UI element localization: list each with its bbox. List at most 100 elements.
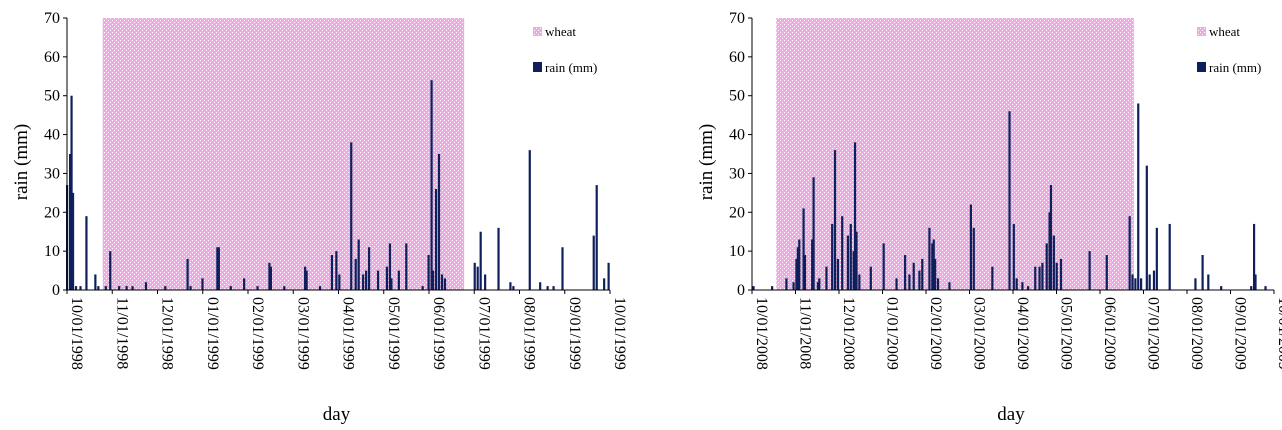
y-tick-label: 50 bbox=[44, 88, 60, 105]
x-tick-label: 04/01/1999 bbox=[340, 297, 357, 370]
rain-bar bbox=[853, 142, 857, 290]
x-tick-label: 11/01/2008 bbox=[797, 297, 814, 369]
rain-bar bbox=[802, 208, 805, 290]
rain-bar bbox=[1131, 274, 1134, 290]
rain-bar bbox=[427, 255, 430, 290]
rain-bar bbox=[752, 286, 755, 290]
rain-bar bbox=[904, 255, 907, 290]
rain-bar bbox=[1201, 255, 1204, 290]
rain-bar bbox=[268, 262, 271, 290]
rain-bar bbox=[1055, 262, 1058, 290]
rain-bar bbox=[1049, 185, 1053, 290]
rain-bar bbox=[330, 255, 334, 290]
rain-bar bbox=[803, 255, 807, 290]
rain-bar bbox=[792, 282, 795, 290]
x-tick-label: 02/01/1999 bbox=[249, 297, 266, 370]
chart-svg: 0 10 20 30 40 50 60 70 10/01/2008 11/01/2008 12/01… bbox=[696, 10, 1282, 425]
y-axis-title: rain (mm) bbox=[11, 124, 32, 201]
x-tick-label: 02/01/2009 bbox=[927, 297, 944, 370]
rain-bar bbox=[201, 278, 204, 290]
rain-bar bbox=[1139, 278, 1143, 290]
x-tick-label: 06/01/2009 bbox=[1101, 297, 1118, 370]
x-tick-label: 05/01/1999 bbox=[385, 297, 402, 370]
rain-bar bbox=[528, 150, 531, 290]
rain-bar bbox=[785, 278, 788, 290]
rain-bar bbox=[1034, 266, 1037, 290]
rain-bar bbox=[1134, 278, 1137, 290]
rain-bar bbox=[595, 185, 598, 290]
y-tick-label: 50 bbox=[729, 88, 745, 105]
rain-bar bbox=[144, 282, 148, 290]
rain-bar bbox=[1264, 286, 1267, 290]
rain-bar bbox=[243, 278, 246, 290]
rain-bar bbox=[109, 251, 112, 290]
rain-bar bbox=[1008, 111, 1011, 290]
rain-bar bbox=[338, 274, 341, 290]
rain-bar bbox=[1250, 286, 1253, 290]
rain-bar bbox=[972, 227, 975, 290]
rain-bar bbox=[561, 247, 564, 290]
x-tick-label: 10/01/2008 bbox=[753, 297, 770, 370]
y-tick-label: 0 bbox=[52, 282, 60, 299]
rain-chart-1998-1999: 0 10 20 30 40 50 60 70 10/01/1998 11/01/1998 12/01… bbox=[0, 0, 640, 430]
rain-bar bbox=[818, 278, 821, 290]
rain-bar bbox=[79, 286, 82, 290]
rain-bar bbox=[335, 251, 338, 290]
rain-bar bbox=[256, 286, 259, 290]
rain-bar bbox=[796, 247, 799, 290]
rain-bar bbox=[440, 274, 444, 290]
rain-bar bbox=[552, 286, 555, 290]
x-tick-label: 07/01/1999 bbox=[475, 297, 492, 370]
rain-bar bbox=[1021, 282, 1024, 290]
x-tick-label: 07/01/2009 bbox=[1145, 297, 1162, 370]
rain-bar bbox=[70, 95, 73, 290]
x-tick-label: 03/01/1999 bbox=[294, 297, 311, 370]
rain-bar bbox=[771, 286, 774, 290]
rain-bar bbox=[948, 282, 951, 290]
rain-bar bbox=[833, 150, 837, 290]
rain-chart-2008-2009: 0 10 20 30 40 50 60 70 10/01/2008 11/01/2008 12/01… bbox=[640, 0, 1282, 430]
rain-bar bbox=[1152, 270, 1156, 290]
rain-bar bbox=[1038, 266, 1041, 290]
rain-bar bbox=[68, 154, 72, 290]
x-tick-label: 06/01/1999 bbox=[430, 297, 447, 370]
rain-bar bbox=[509, 282, 512, 290]
rain-bar bbox=[908, 274, 911, 290]
rain-bar bbox=[283, 286, 286, 290]
rain-bar bbox=[484, 274, 487, 290]
rain-bar bbox=[357, 239, 360, 290]
rain-bar bbox=[74, 286, 78, 290]
rain-bar bbox=[1155, 227, 1158, 290]
rain-bar bbox=[385, 266, 389, 290]
rain-bar bbox=[1145, 165, 1148, 290]
legend-rain-swatch bbox=[1197, 62, 1206, 72]
rain-bar bbox=[969, 204, 973, 290]
rain-bar bbox=[497, 227, 500, 290]
x-tick-label: 12/01/2008 bbox=[840, 297, 857, 370]
x-tick-label: 03/01/2009 bbox=[971, 297, 988, 370]
rain-bar bbox=[1194, 278, 1197, 290]
rain-bar bbox=[405, 243, 408, 290]
rain-bar bbox=[1059, 258, 1063, 290]
rain-bar bbox=[217, 247, 220, 290]
rain-bar bbox=[189, 286, 192, 290]
rain-bar bbox=[1012, 223, 1015, 290]
rain-bar bbox=[186, 258, 189, 290]
rain-bar bbox=[931, 243, 934, 290]
x-tick-label: 10/01/1999 bbox=[611, 297, 628, 370]
rain-bar bbox=[131, 286, 134, 290]
rain-bar bbox=[362, 274, 365, 290]
rain-bar bbox=[1220, 286, 1223, 290]
rain-bar bbox=[1207, 274, 1210, 290]
rain-bar bbox=[397, 270, 400, 290]
x-tick-label: 01/01/2009 bbox=[884, 297, 901, 370]
rain-bar bbox=[1088, 251, 1091, 290]
rain-bar bbox=[912, 262, 915, 290]
y-tick-label: 70 bbox=[44, 10, 60, 27]
rain-bar bbox=[816, 282, 819, 290]
rain-bar bbox=[841, 216, 844, 290]
rain-bar bbox=[869, 266, 872, 290]
x-tick-label: 05/01/2009 bbox=[1058, 297, 1075, 370]
legend-wheat-label: wheat bbox=[545, 24, 576, 39]
y-axis-title: rain (mm) bbox=[696, 124, 717, 201]
